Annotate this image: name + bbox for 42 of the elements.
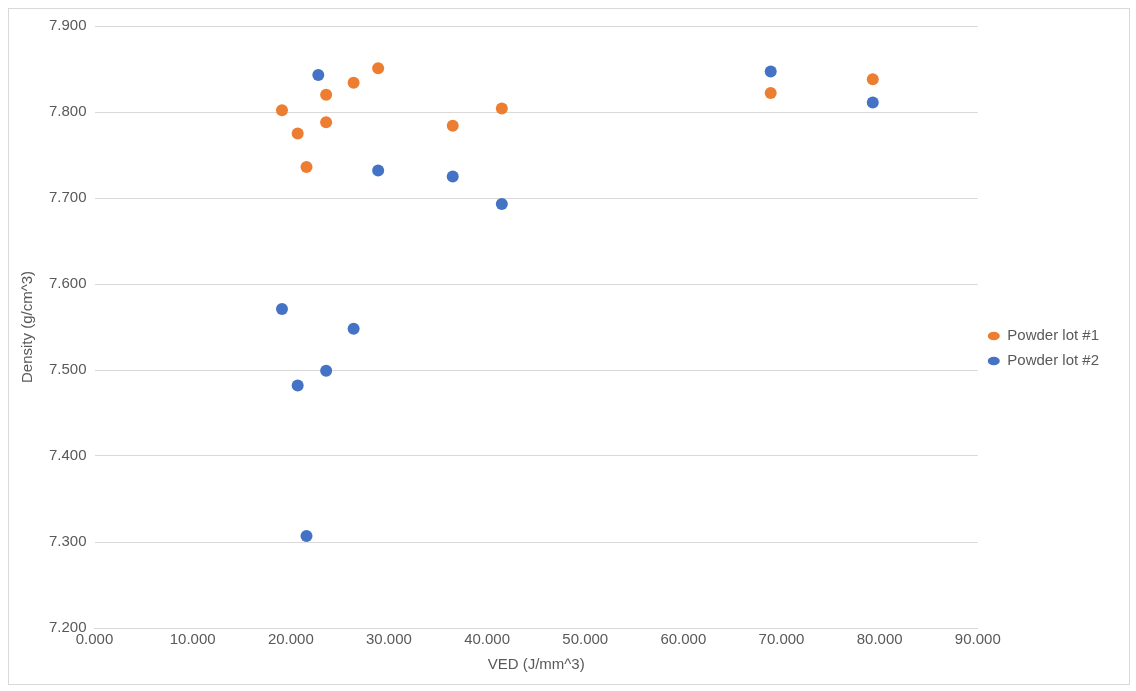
y-axis-title: Density (g/cm^3) [18,270,36,384]
legend-label: Powder lot #2 [1007,351,1100,369]
y-tick-label: 7.300 [48,532,87,550]
y-tick-label: 7.700 [48,188,87,206]
x-tick-label: 70.000 [758,630,805,648]
x-axis-title: VED (J/mm^3) [487,655,585,673]
point [866,73,879,86]
y-tick-label: 7.400 [48,446,87,464]
point [291,379,304,392]
point [300,529,313,542]
point [372,62,385,75]
point [275,104,288,117]
point [347,322,360,335]
x-tick-label: 50.000 [562,630,609,648]
y-tick-label: 7.600 [48,274,87,292]
point [495,198,508,211]
x-tick-label: 90.000 [954,630,1001,648]
y-tick-label: 7.900 [48,16,87,34]
point [446,119,459,132]
point [300,161,313,174]
point [320,364,333,377]
y-tick-label: 7.500 [48,360,87,378]
x-tick-label: 80.000 [856,630,903,648]
x-tick-label: 10.000 [169,630,216,648]
x-tick-label: 30.000 [366,630,412,648]
point [764,65,777,78]
point [866,96,879,109]
point [320,116,333,129]
legend-label: Powder lot #1 [1007,326,1100,344]
x-tick-label: 60.000 [660,630,707,648]
x-tick-label: 40.000 [464,630,511,648]
point [291,127,304,140]
point [372,164,385,177]
point [764,87,777,100]
point [446,170,459,183]
x-tick-label: 20.000 [267,630,314,648]
point [347,76,360,89]
point [495,102,508,115]
point [275,302,288,315]
point [320,88,333,101]
y-tick-label: 7.800 [48,102,87,120]
point [312,69,325,82]
